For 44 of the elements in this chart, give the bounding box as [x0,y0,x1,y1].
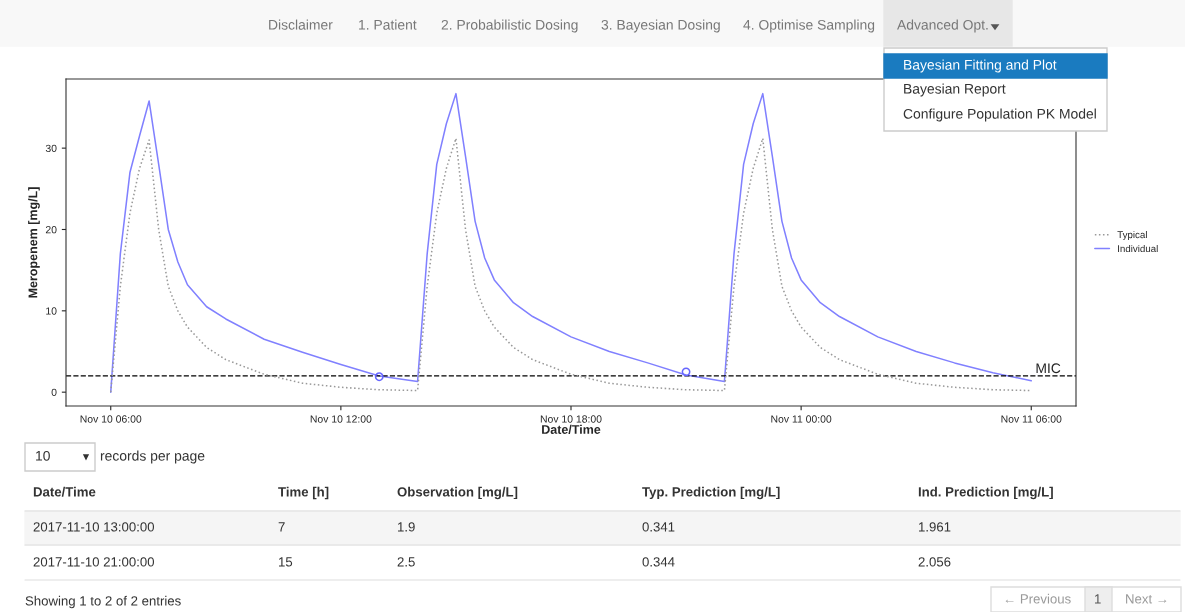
text: Ind. Prediction [mg/L] [918,486,1053,500]
y-tick-label: 30 [45,144,57,153]
x-tick-label: Nov 11 00:00 [771,415,832,423]
x-tick-label: Nov 10 06:00 [80,415,142,423]
text: 15 [279,557,293,567]
y-tick-label: 10 [46,307,57,315]
text: 1. Patient [359,19,417,30]
x-tick-label: Nov 10 18:00 [540,415,602,423]
text: 0.344 [642,557,675,567]
y-tick-label: 0 [51,388,57,397]
text: Disclaimer [269,19,333,30]
text: records per page [100,450,205,464]
text: Advanced Opt. [897,19,988,33]
text: 0.341 [642,522,675,532]
annotation: Bayesian Report [904,83,1006,97]
text: Typ. Prediction [mg/L] [642,486,780,500]
x-axis-title: Date/Time [542,424,601,435]
text: 2.5 [397,557,415,567]
text: Date/Time [33,486,96,497]
text: 2017-11-10 13:00:00 [33,522,155,532]
text: 1.961 [919,522,951,532]
text: 1.9 [398,522,415,532]
text: 4. Optimise Sampling [743,19,875,33]
text: Next → [1126,594,1167,604]
text: Showing 1 to 2 of 2 entries [25,595,181,609]
text: 2. Probabilistic Dosing [441,19,578,33]
text: Time [h] [278,486,329,500]
x-tick-label: Nov 11 06:00 [1001,415,1062,423]
ref-line-label: MIC [1036,363,1061,374]
y-tick-label: 20 [45,225,57,234]
legend-label: Typical [1117,231,1147,241]
text: 1 [1095,594,1101,604]
annotation: Configure Population PK Model [903,108,1096,122]
text: 2.056 [918,557,951,567]
legend-label: Individual [1118,244,1158,253]
x-tick-label: Nov 10 12:00 [310,415,372,423]
text: 2017-11-10 21:00:00 [33,557,155,567]
text: Bayesian Fitting and Plot [904,59,1057,73]
y-axis-title: Meropenem [mg/L] [28,187,40,298]
text: Observation [mg/L] [397,486,518,500]
text: 10 [36,450,50,461]
text: ← Previous [1005,593,1071,604]
text: 3. Bayesian Dosing [601,19,720,33]
text: 7 [278,522,285,532]
